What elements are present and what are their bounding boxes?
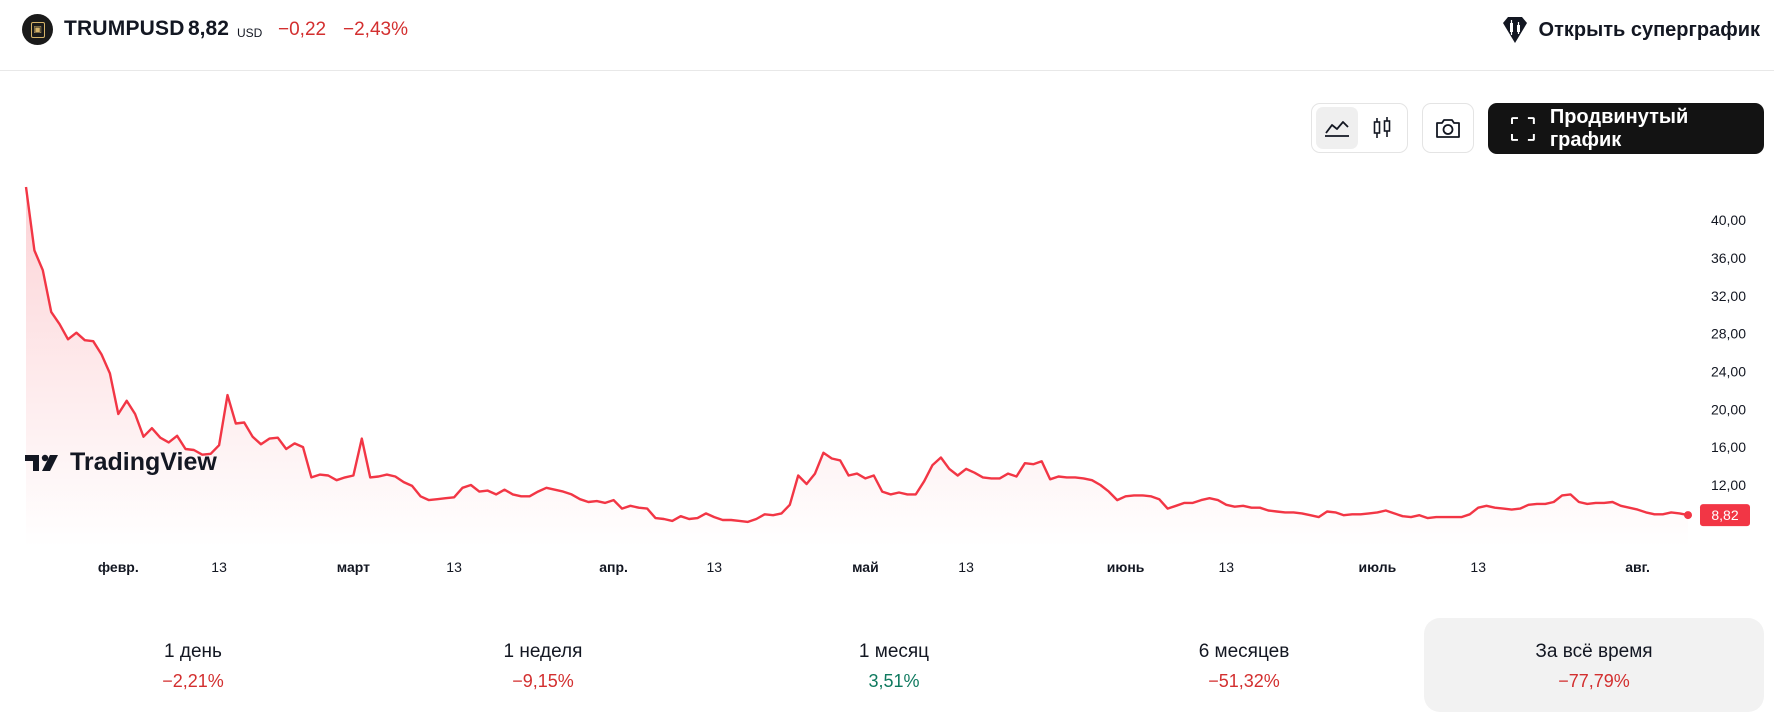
tradingview-wordmark: TradingView: [70, 448, 217, 476]
period-6-months[interactable]: 6 месяцев −51,32%: [1074, 618, 1414, 712]
x-tick-label: 13: [1470, 559, 1486, 575]
advanced-chart-label: Продвинутый график: [1549, 105, 1689, 151]
trump-coin-logo-icon: ▣: [22, 14, 53, 45]
period-label: За всё время: [1535, 641, 1653, 662]
supergraph-label: Открыть суперграфик: [1538, 18, 1760, 41]
period-1-day[interactable]: 1 день −2,21%: [23, 618, 363, 712]
price-change-percent: −2,43%: [343, 19, 408, 40]
period-change: −51,32%: [1208, 671, 1280, 691]
x-tick-label: авг.: [1625, 559, 1650, 575]
price-value: 8,82: [188, 17, 229, 40]
open-supergraph-button[interactable]: Открыть суперграфик: [1499, 14, 1760, 46]
x-tick-label: 13: [446, 559, 462, 575]
x-tick-label: март: [337, 559, 370, 575]
x-tick-label: июнь: [1107, 559, 1145, 575]
x-tick-label: февр.: [98, 559, 139, 575]
y-tick-label: 28,00: [1711, 326, 1746, 342]
period-label: 1 неделя: [503, 641, 583, 662]
screenshot-button[interactable]: [1422, 103, 1474, 153]
header: ▣ TRUMPUSD 8,82 USD −0,22 −2,43% Открыть…: [0, 0, 1774, 71]
period-change: −77,79%: [1558, 671, 1630, 691]
fullscreen-icon: [1510, 116, 1535, 141]
chart-type-switcher: [1311, 103, 1408, 153]
y-tick-label: 32,00: [1711, 288, 1746, 304]
y-tick-label: 20,00: [1711, 401, 1746, 417]
period-change: 3,51%: [868, 671, 920, 691]
x-tick-label: 13: [211, 559, 227, 575]
y-tick-label: 36,00: [1711, 250, 1746, 266]
advanced-chart-button[interactable]: Продвинутый график: [1488, 103, 1764, 154]
y-tick-label: 16,00: [1711, 439, 1746, 455]
currency-label: USD: [237, 26, 263, 40]
y-tick-label: 12,00: [1711, 477, 1746, 493]
period-1-month[interactable]: 1 месяц 3,51%: [724, 618, 1064, 712]
y-tick-label: 40,00: [1711, 212, 1746, 228]
price-area-fill: [26, 187, 1688, 547]
x-tick-label: 13: [1219, 559, 1235, 575]
period-all-time[interactable]: За всё время −77,79%: [1424, 618, 1764, 712]
camera-icon: [1436, 119, 1460, 138]
x-tick-label: 13: [707, 559, 723, 575]
period-selector: 1 день −2,21% 1 неделя −9,15% 1 месяц 3,…: [0, 618, 1774, 712]
tradingview-watermark: TradingView: [25, 448, 217, 476]
price-series-line: [24, 186, 1689, 524]
period-change: −9,15%: [512, 671, 574, 691]
period-label: 6 месяцев: [1198, 641, 1290, 662]
x-tick-label: май: [852, 559, 879, 575]
tradingview-logo-icon: [25, 454, 58, 471]
y-tick-label: 24,00: [1711, 364, 1746, 380]
price-chart[interactable]: 12,00 16,00 20,00 24,00 28,00 32,00 36,00 40,00…: [0, 175, 1774, 585]
last-price-badge: [1700, 504, 1750, 527]
supergraph-gem-icon: [1502, 17, 1527, 43]
period-label: 1 день: [164, 641, 222, 662]
period-1-week[interactable]: 1 неделя −9,15%: [373, 618, 713, 712]
line-chart-icon: [1324, 121, 1349, 137]
last-price-label: 8,82: [1711, 507, 1738, 523]
price-change: −0,22: [278, 19, 327, 40]
x-tick-label: июль: [1359, 559, 1397, 575]
line-chart-button[interactable]: [1316, 107, 1358, 149]
period-change: −2,21%: [162, 671, 224, 691]
symbol-name: TRUMPUSD: [64, 17, 185, 40]
candles-chart-button[interactable]: [1362, 107, 1404, 149]
x-tick-label: 13: [958, 559, 974, 575]
last-price-dot: [1684, 511, 1692, 520]
candles-icon: [1373, 117, 1391, 138]
x-tick-label: апр.: [599, 559, 628, 575]
period-label: 1 месяц: [858, 641, 930, 662]
